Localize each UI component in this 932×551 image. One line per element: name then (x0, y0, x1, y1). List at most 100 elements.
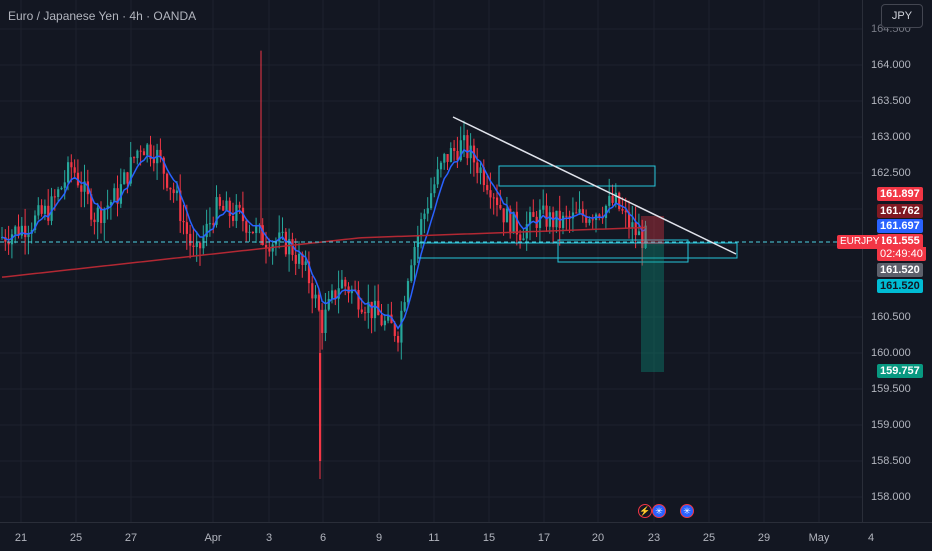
candle-body (489, 190, 492, 198)
ema-fast-line (1, 148, 646, 330)
candle-body (443, 154, 446, 163)
price-axis[interactable]: 164.500 164.000 163.500 163.000 162.500 … (862, 0, 932, 522)
candle-body (175, 190, 179, 194)
time-tick: 3 (265, 532, 273, 544)
time-tick: 11 (428, 532, 440, 544)
candle-body (288, 239, 291, 255)
candle-body (512, 211, 515, 234)
candle-body (291, 239, 294, 255)
candle-body (261, 225, 264, 245)
candle-body (624, 210, 627, 213)
candle-body (479, 167, 482, 174)
candle-body (542, 205, 545, 210)
last-price-label: 161.555 (877, 234, 923, 248)
candle-body (307, 261, 311, 284)
candle-body (123, 172, 126, 185)
candle-body (116, 188, 119, 204)
globe-icon[interactable]: ✳ (652, 504, 666, 518)
candle-body (456, 150, 459, 161)
candle-body (152, 159, 155, 164)
candle-body (43, 205, 47, 214)
candle-body (40, 205, 43, 214)
candle-body (439, 162, 443, 170)
time-tick: 6 (319, 532, 327, 544)
symbol-title[interactable]: Euro / Japanese Yen · 4h · OANDA (8, 9, 197, 23)
candle-body (611, 196, 614, 203)
candle-body (47, 205, 50, 221)
candle-body (10, 234, 14, 245)
candle-body (7, 241, 10, 245)
time-axis[interactable]: 21 25 27 Apr 3 6 9 11 15 17 20 23 25 29 … (0, 522, 932, 551)
candle-body (555, 210, 558, 228)
candle-body (27, 233, 30, 238)
candle-body (387, 314, 390, 321)
candle-body (519, 234, 522, 241)
candle-body (446, 154, 449, 162)
lightning-icon[interactable]: ⚡ (638, 504, 652, 518)
candle-body (225, 200, 228, 211)
price-tick: 160.500 (871, 311, 911, 323)
candle-body (70, 162, 73, 168)
time-tick: 17 (537, 532, 551, 544)
price-label-red: 161.897 (877, 187, 923, 201)
candle-body (169, 187, 172, 190)
candle-body (367, 301, 370, 313)
price-label-cyan: 161.520 (877, 279, 923, 293)
candle-body (20, 225, 23, 236)
candle-body (578, 209, 581, 213)
candle-body (482, 167, 485, 186)
candle-body (294, 254, 297, 264)
candle-body (317, 294, 320, 310)
candle-body (238, 204, 241, 208)
candle-body (195, 242, 198, 247)
time-tick: 23 (647, 532, 661, 544)
candle-body (433, 184, 436, 194)
candle-body (93, 219, 96, 223)
candle-body (232, 216, 235, 221)
candle-body (14, 226, 17, 235)
candle-body (301, 253, 304, 265)
candle-body (459, 140, 462, 161)
price-tick: 159.500 (871, 383, 911, 395)
candle-body (423, 213, 426, 220)
candle-body (413, 247, 416, 266)
candle-body (222, 205, 225, 211)
time-tick: 29 (757, 532, 771, 544)
price-tick: 164.000 (871, 59, 911, 71)
candle-body (598, 214, 601, 218)
price-label-gray: 161.520 (877, 263, 923, 277)
candle-body (119, 184, 122, 204)
candle-body (588, 219, 591, 223)
candle-body (416, 235, 419, 248)
candle-body (60, 187, 63, 190)
candle-body (515, 211, 518, 235)
candle-body (265, 244, 268, 249)
candle-body (248, 231, 251, 233)
time-tick: 25 (69, 532, 83, 544)
candle-body (215, 197, 218, 225)
candle-body (314, 294, 317, 299)
candle-body (146, 144, 149, 156)
globe-icon[interactable]: ✳ (680, 504, 694, 518)
candle-body (34, 215, 37, 231)
candle-body (4, 237, 7, 242)
candle-body (496, 197, 499, 206)
price-tick: 158.500 (871, 455, 911, 467)
candle-body (182, 221, 185, 223)
candle-body (618, 192, 621, 210)
candle-body (179, 190, 182, 222)
candle-body (235, 204, 238, 221)
candle-body (129, 157, 132, 184)
time-tick: 9 (375, 532, 383, 544)
chart-area[interactable]: Euro / Japanese Yen · 4h · OANDA (0, 0, 862, 522)
candle-body (449, 148, 452, 162)
currency-button[interactable]: JPY (881, 4, 923, 28)
price-chart[interactable] (0, 0, 862, 522)
candle-body (185, 222, 188, 234)
candle-body (469, 145, 472, 159)
time-tick: 25 (702, 532, 716, 544)
candle-body (298, 253, 301, 264)
candle-body (529, 212, 532, 225)
candle-body (50, 196, 53, 221)
candle-body (608, 196, 611, 206)
